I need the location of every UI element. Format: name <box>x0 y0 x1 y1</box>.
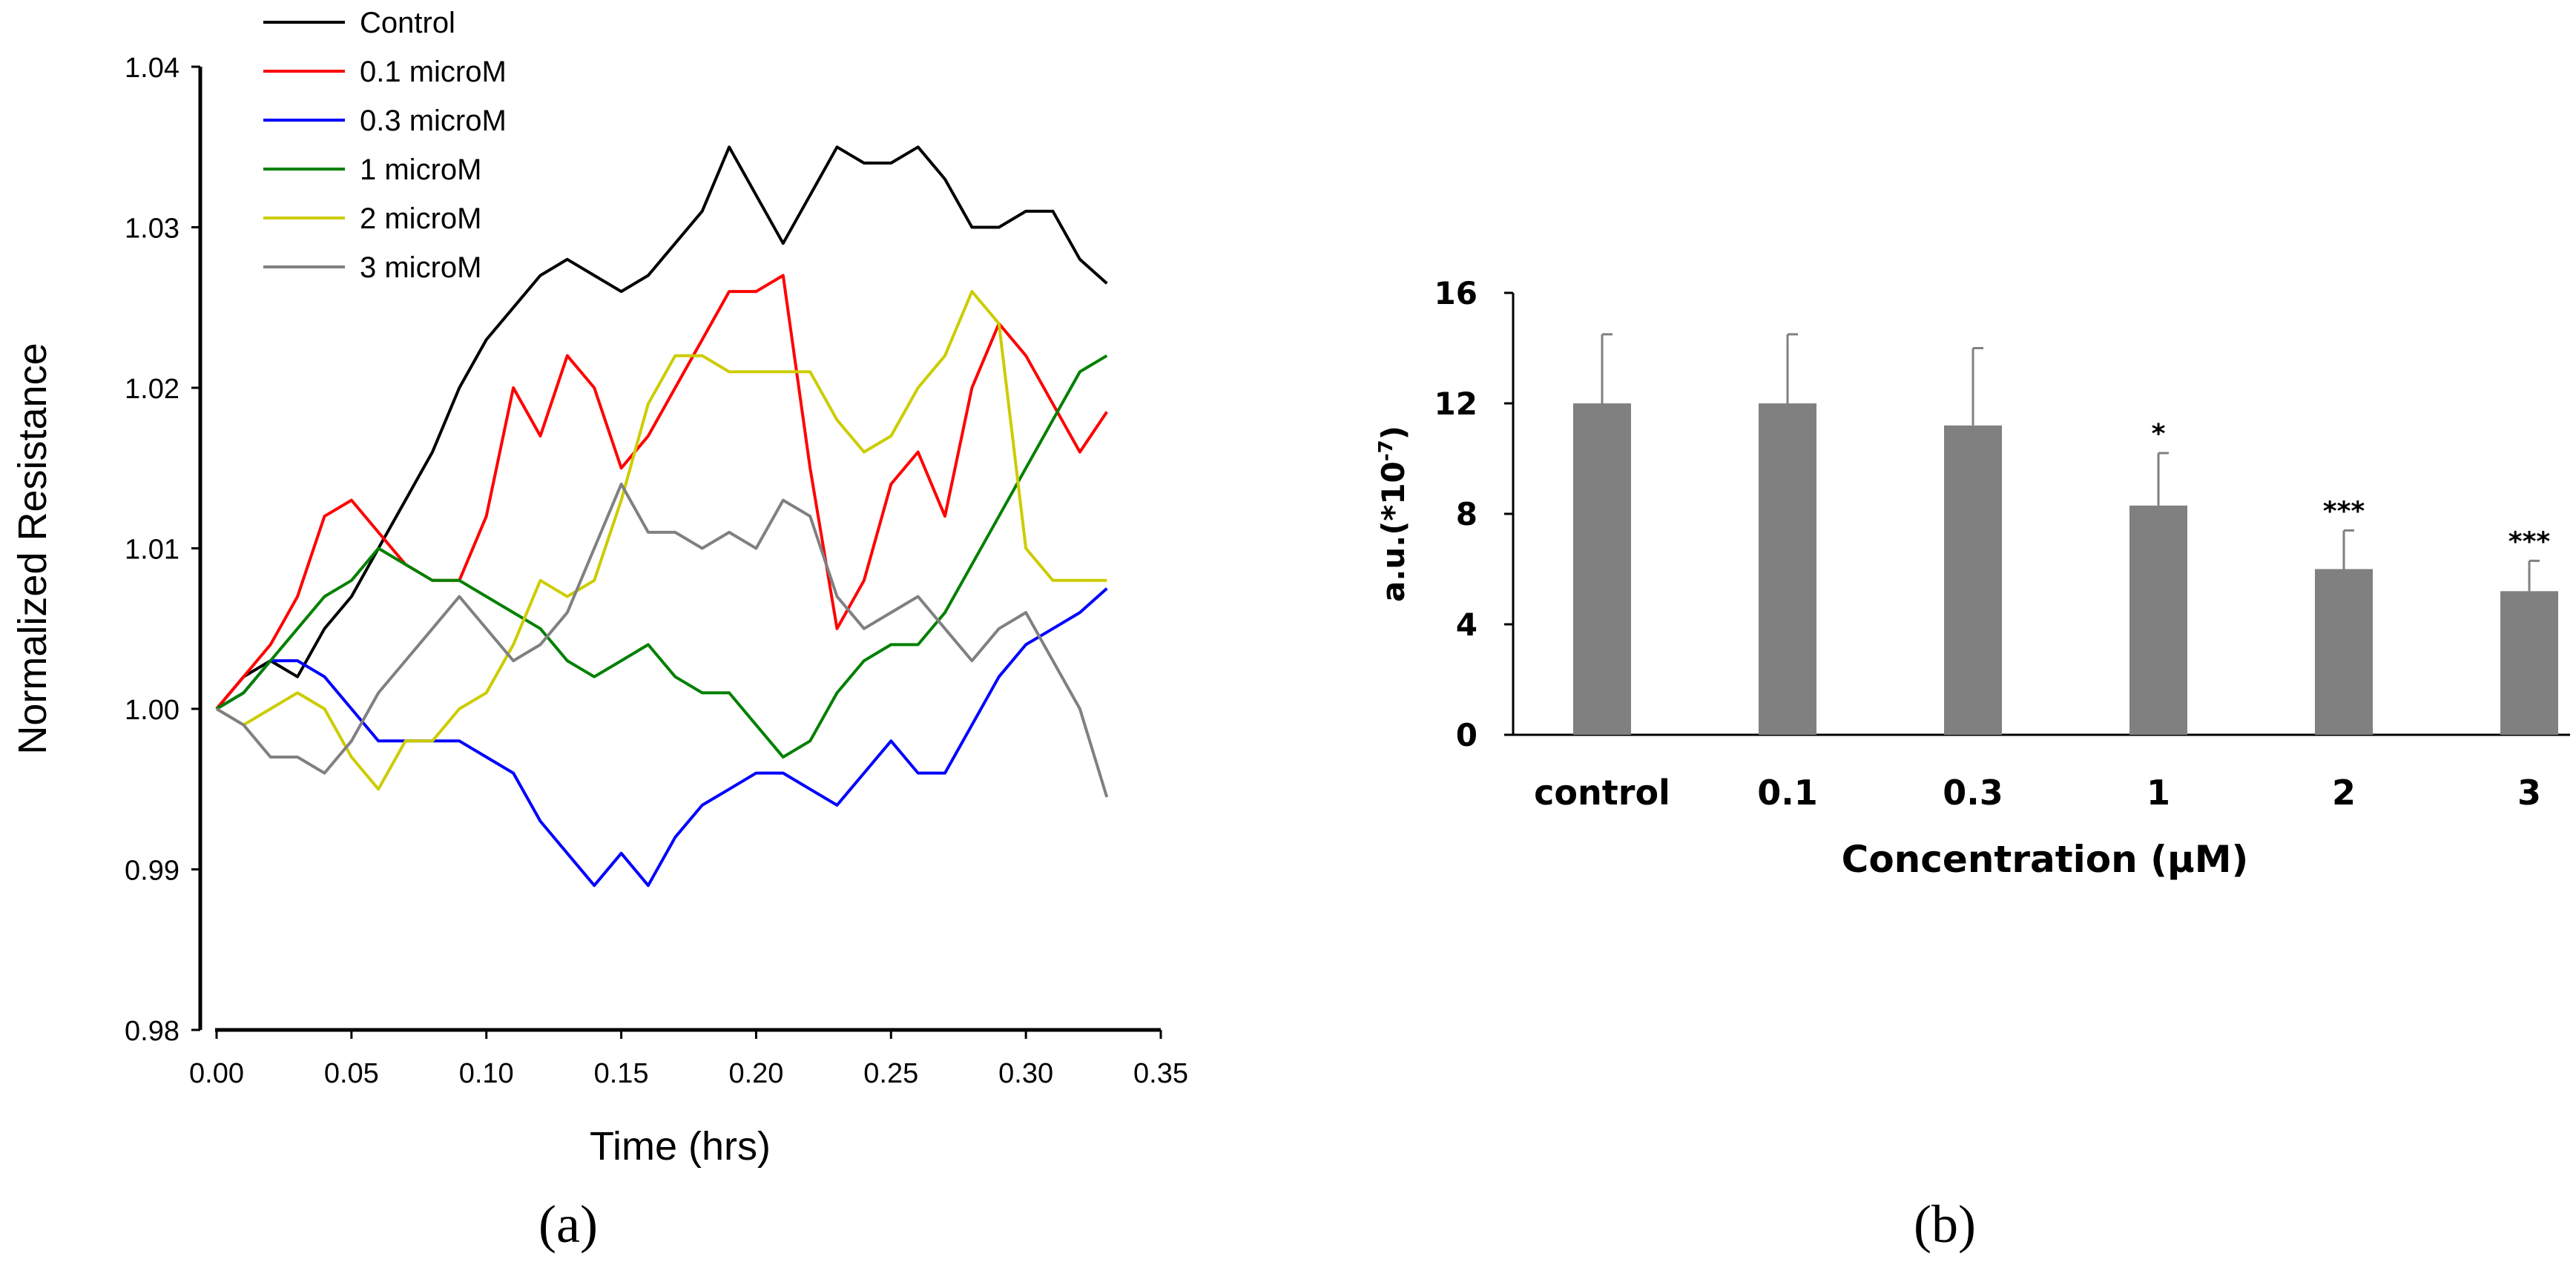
legend-label: 0.1 microM <box>360 56 507 88</box>
y-axis-ticks: 0 4 8 12 16 <box>1434 275 1513 753</box>
legend-label: 1 microM <box>360 153 481 186</box>
series-line-0-1-microm <box>215 274 1108 710</box>
x-tick-label: 1 <box>2147 773 2170 813</box>
x-tick-label: 2 <box>2332 773 2356 813</box>
x-tick-label: 0.15 <box>594 1058 649 1089</box>
series-line-3-microm <box>215 482 1109 798</box>
y-axis-label: a.u.(*10-7) <box>1375 426 1411 602</box>
y-tick-label: 0.99 <box>125 856 179 887</box>
y-tick-label: 12 <box>1434 386 1478 422</box>
x-tick-label: 0.1 <box>1757 773 1818 813</box>
y-tick-label: 1.00 <box>125 695 179 726</box>
legend-label: 2 microM <box>360 202 481 235</box>
x-tick-label: 0.05 <box>324 1058 379 1089</box>
bars: ******* <box>1573 333 2558 735</box>
y-tick-label: 1.03 <box>125 214 179 245</box>
series-line-0-3-microm <box>215 587 1108 888</box>
x-axis-label: Time (hrs) <box>590 1124 771 1169</box>
series-line-1-microm <box>215 354 1108 759</box>
x-tick-label: 0.00 <box>189 1058 244 1089</box>
x-tick-label: 0.30 <box>998 1058 1053 1089</box>
bar <box>2315 569 2373 735</box>
x-axis-tick-labels: control 0.1 0.3 1 2 3 <box>1534 773 2541 813</box>
x-tick-label: 0.10 <box>459 1058 514 1089</box>
bar <box>2129 505 2187 735</box>
y-axis-label-suffix: ) <box>1375 426 1411 440</box>
x-tick-label: 0.25 <box>863 1058 918 1089</box>
y-tick-label: 1.02 <box>125 374 179 405</box>
x-tick-label: control <box>1534 773 1670 813</box>
y-axis-label-text: a.u.(*10 <box>1375 461 1411 602</box>
x-tick-label: 0.35 <box>1133 1058 1188 1089</box>
y-tick-label: 0.98 <box>125 1016 179 1047</box>
y-axis-ticks: 0.98 0.99 1.00 1.01 1.02 1.03 1.04 <box>125 53 200 1047</box>
legend-label: 3 microM <box>360 251 481 284</box>
legend-label: Control <box>360 7 455 39</box>
bar <box>1944 425 2002 735</box>
bar <box>2500 591 2558 735</box>
significance-marker: * <box>2152 419 2166 449</box>
x-tick-label: 3 <box>2517 773 2541 813</box>
significance-marker: *** <box>2509 526 2551 557</box>
y-tick-label: 0 <box>1456 717 1478 753</box>
legend: Control 0.1 microM 0.3 microM 1 microM 2 mic… <box>263 7 507 284</box>
y-axis-label: Normalized Resistance <box>10 343 55 754</box>
y-tick-label: 4 <box>1456 607 1478 643</box>
x-tick-label: 0.3 <box>1943 773 2003 813</box>
y-tick-label: 8 <box>1456 496 1478 532</box>
panel-b-caption: (b) <box>1914 1195 1976 1254</box>
legend-label: 0.3 microM <box>360 105 507 137</box>
series-line-2-microm <box>215 290 1107 791</box>
series-lines <box>215 145 1109 888</box>
y-tick-label: 16 <box>1434 275 1478 311</box>
y-tick-label: 1.04 <box>125 53 179 84</box>
x-axis-label: Concentration (μM) <box>1842 838 2249 881</box>
y-axis-label-exponent: -7 <box>1375 440 1397 461</box>
y-tick-label: 1.01 <box>125 535 179 566</box>
line-chart-panel-a: 0.98 0.99 1.00 1.01 1.02 1.03 1.04 0.00 0.05 0.1… <box>10 7 1188 1254</box>
x-axis-ticks: 0.00 0.05 0.10 0.15 0.20 0.25 0.30 0.35 <box>189 1030 1188 1089</box>
x-tick-label: 0.20 <box>728 1058 783 1089</box>
significance-marker: *** <box>2323 496 2365 526</box>
bar <box>1759 403 1816 735</box>
series-line-control <box>215 145 1108 710</box>
bar <box>1573 403 1631 735</box>
panel-a-caption: (a) <box>538 1195 598 1254</box>
